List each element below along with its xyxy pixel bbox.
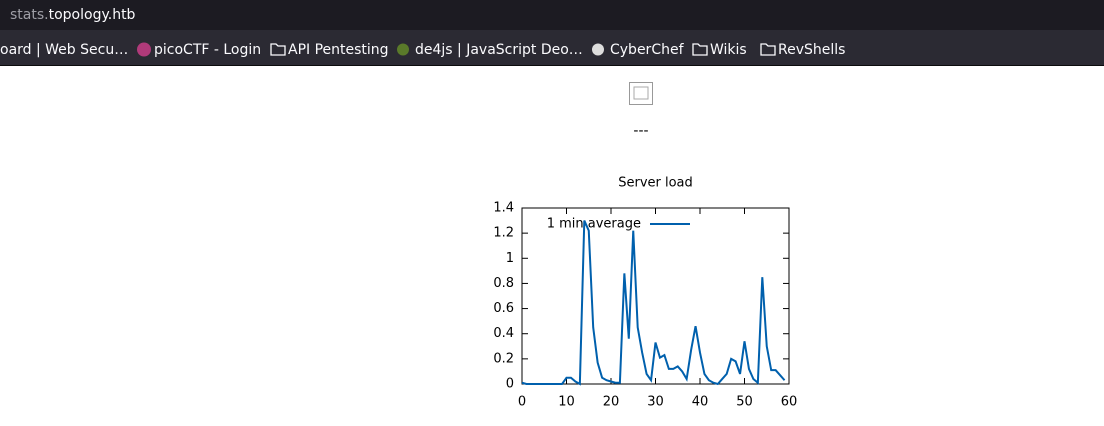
x-tick-label: 0 — [518, 395, 526, 410]
bookmark[interactable]: RevShells — [778, 42, 845, 58]
bookmark[interactable]: picoCTF - Login — [154, 42, 261, 58]
url-prefix[interactable]: stats. — [10, 7, 49, 23]
broken-image-icon — [633, 86, 649, 100]
bookmark[interactable]: CyberChef — [610, 42, 685, 58]
folder-icon — [692, 43, 708, 56]
x-tick-label: 20 — [603, 395, 620, 410]
url-domain[interactable]: topology.htb — [49, 7, 136, 23]
folder-icon — [270, 43, 286, 56]
site-icon — [137, 42, 151, 57]
x-tick-label: 40 — [692, 395, 709, 410]
y-tick-label: 0.2 — [493, 351, 514, 366]
data-line — [521, 220, 786, 386]
y-tick-label: 0.8 — [493, 276, 514, 291]
x-tick-label: 50 — [736, 395, 753, 410]
x-tick-label: 60 — [781, 395, 798, 410]
bookmark[interactable]: de4js | JavaScript Deo… — [415, 42, 583, 58]
y-tick-label: 1.2 — [493, 226, 514, 241]
url-bar — [0, 0, 1104, 30]
x-tick-label: 10 — [558, 395, 575, 410]
x-tick-label: 30 — [647, 395, 664, 410]
y-tick-label: 1 — [506, 251, 514, 266]
chart-title: Server load — [618, 176, 693, 191]
bookmark[interactable]: oard | Web Secu… — [0, 42, 128, 58]
y-tick-label: 0.4 — [493, 326, 514, 341]
folder-icon — [760, 43, 776, 56]
separator: --- — [633, 123, 648, 139]
bookmark[interactable]: API Pentesting — [288, 42, 389, 58]
site-icon — [397, 43, 409, 56]
plot-border — [521, 207, 790, 385]
legend-label: 1 min average — [547, 217, 641, 232]
bookmark[interactable]: Wikis — [710, 42, 747, 58]
site-icon — [592, 43, 604, 56]
y-tick-label: 0 — [506, 377, 514, 392]
broken-image-icon — [629, 82, 653, 105]
bookmarks-bar — [0, 30, 1104, 66]
y-tick-label: 0.6 — [493, 301, 514, 316]
y-tick-label: 1.4 — [493, 201, 514, 216]
